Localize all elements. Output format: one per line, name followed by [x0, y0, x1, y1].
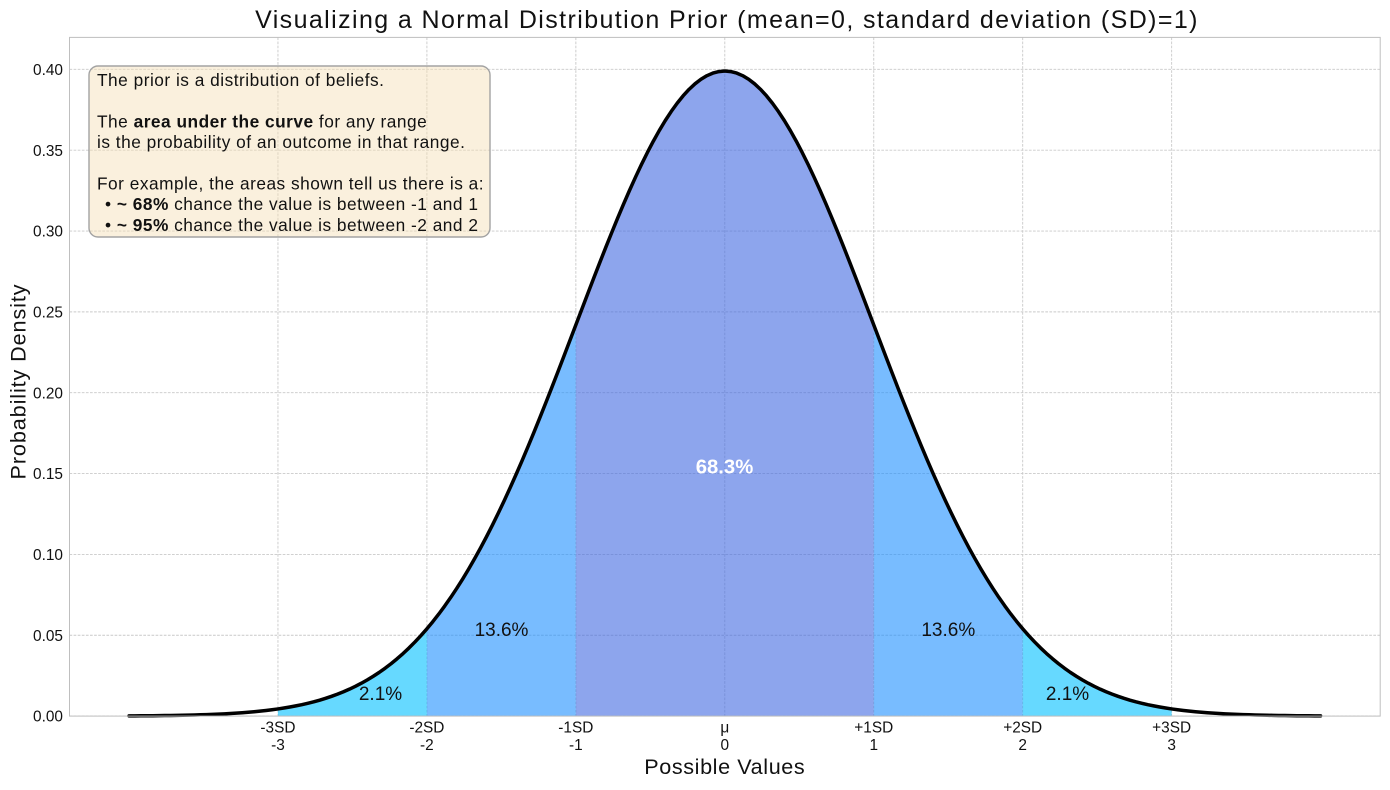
- svg-text:13.6%: 13.6%: [921, 620, 975, 641]
- svg-text:3: 3: [1167, 737, 1176, 754]
- svg-text:0.35: 0.35: [33, 143, 63, 160]
- svg-text:0.20: 0.20: [33, 385, 63, 402]
- svg-text:68.3%: 68.3%: [696, 457, 754, 479]
- svg-text:2.1%: 2.1%: [359, 684, 402, 705]
- svg-text:-3: -3: [271, 737, 285, 754]
- svg-text:2.1%: 2.1%: [1046, 684, 1089, 705]
- svg-text:The prior is a distribution of: The prior is a distribution of beliefs.: [97, 70, 385, 90]
- svg-text:• ~ 95% chance the value is b: • ~ 95% chance the value is between -2 a…: [105, 215, 478, 235]
- svg-text:μ: μ: [720, 719, 729, 736]
- svg-text:Visualizing a Normal Distribut: Visualizing a Normal Distribution Prior …: [255, 6, 1199, 34]
- svg-text:+1SD: +1SD: [854, 719, 893, 736]
- svg-text:0.15: 0.15: [33, 466, 63, 483]
- svg-text:The area under the curve for a: The area under the curve for any range: [97, 111, 427, 131]
- svg-text:Probability Density: Probability Density: [6, 284, 31, 480]
- svg-text:-1: -1: [569, 737, 583, 754]
- svg-text:0.40: 0.40: [33, 62, 63, 79]
- svg-text:For example, the areas shown t: For example, the areas shown tell us the…: [97, 173, 484, 193]
- svg-text:-2SD: -2SD: [409, 719, 444, 736]
- svg-text:1: 1: [869, 737, 878, 754]
- svg-text:13.6%: 13.6%: [475, 620, 529, 641]
- svg-text:0: 0: [721, 737, 730, 754]
- svg-text:0.10: 0.10: [33, 547, 63, 564]
- svg-text:+3SD: +3SD: [1152, 719, 1191, 736]
- svg-text:2: 2: [1018, 737, 1027, 754]
- svg-text:Possible Values: Possible Values: [644, 754, 805, 779]
- svg-text:0.05: 0.05: [33, 628, 63, 645]
- svg-text:0.30: 0.30: [33, 224, 63, 241]
- svg-text:-2: -2: [420, 737, 434, 754]
- svg-text:is the probability of an outco: is the probability of an outcome in that…: [97, 132, 465, 152]
- svg-text:-1SD: -1SD: [558, 719, 593, 736]
- svg-text:0.25: 0.25: [33, 305, 63, 322]
- svg-text:-3SD: -3SD: [260, 719, 295, 736]
- svg-text:+2SD: +2SD: [1003, 719, 1042, 736]
- svg-text:• ~ 68% chance the value is b: • ~ 68% chance the value is between -1 a…: [105, 194, 478, 214]
- svg-text:0.00: 0.00: [33, 709, 63, 726]
